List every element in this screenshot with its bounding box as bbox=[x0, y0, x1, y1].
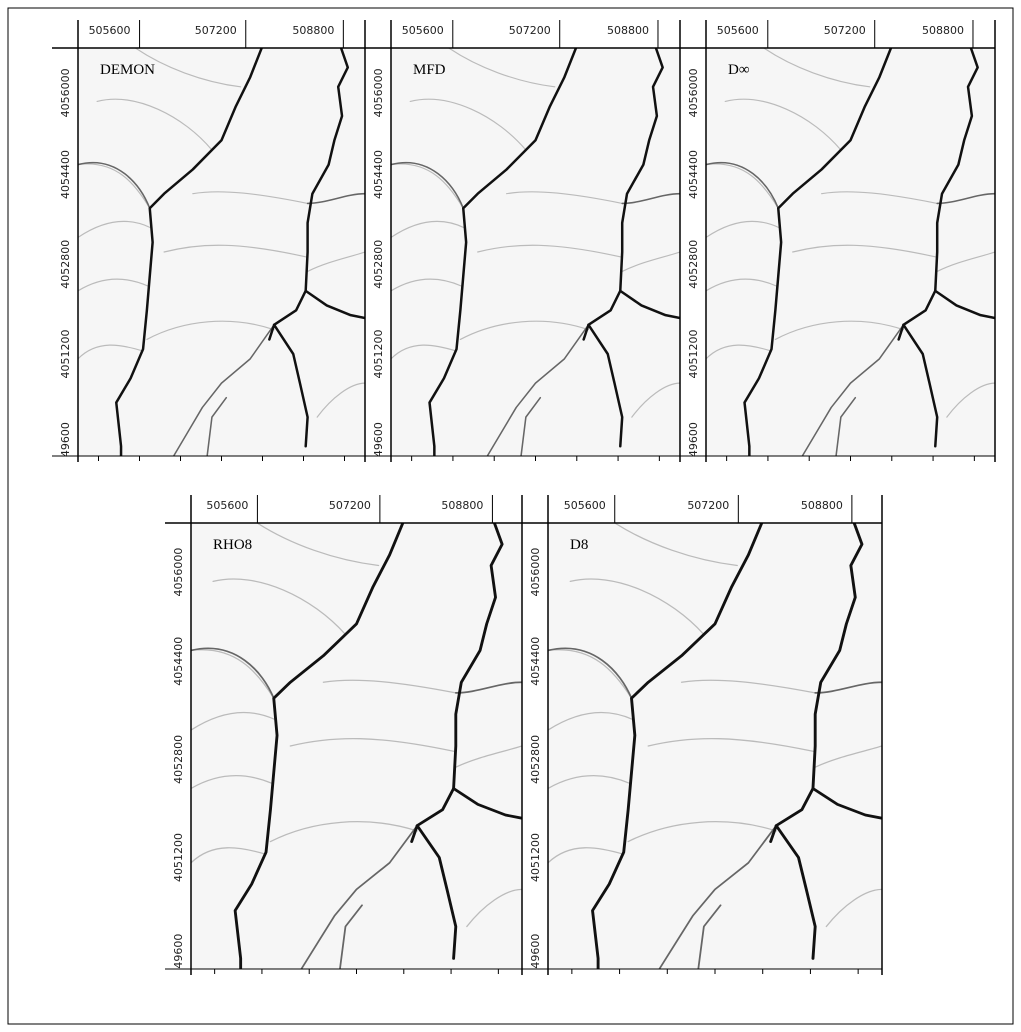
panel-label: RHO8 bbox=[213, 537, 252, 553]
y-tick-label: 4054400 bbox=[529, 637, 542, 686]
y-tick-label: 49600 bbox=[529, 934, 542, 969]
x-tick-label: 505600 bbox=[402, 24, 444, 37]
y-tick-label: 4052800 bbox=[172, 735, 185, 784]
y-tick-label: 49600 bbox=[59, 422, 72, 457]
map-panel: 505600 507200 508800 4056000 4054400 4052800 4… bbox=[52, 20, 365, 462]
x-tick-label: 507200 bbox=[195, 24, 237, 37]
y-tick-label: 4052800 bbox=[372, 240, 385, 289]
panel-label: DEMON bbox=[100, 62, 155, 78]
y-tick-label: 4051200 bbox=[172, 833, 185, 882]
panel-label: D∞ bbox=[728, 62, 750, 78]
x-tick-label: 505600 bbox=[564, 499, 606, 512]
y-tick-label: 4054400 bbox=[372, 150, 385, 199]
y-tick-label: 4056000 bbox=[172, 548, 185, 597]
x-tick-label: 508800 bbox=[292, 24, 334, 37]
y-tick-label: 4052800 bbox=[687, 240, 700, 289]
panel-label: D8 bbox=[570, 537, 588, 553]
figure: 505600 507200 508800 4056000 4054400 4052800 4… bbox=[0, 0, 1021, 1032]
map-panel: 505600 507200 508800 4056000 4054400 4052800 4… bbox=[365, 20, 680, 462]
x-tick-label: 505600 bbox=[206, 499, 248, 512]
y-tick-label: 4054400 bbox=[172, 637, 185, 686]
y-tick-label: 4054400 bbox=[59, 150, 72, 199]
x-tick-label: 507200 bbox=[824, 24, 866, 37]
map-panel: 505600 507200 508800 4056000 4054400 4052800 4… bbox=[165, 495, 522, 975]
y-tick-label: 4056000 bbox=[59, 68, 72, 117]
x-tick-label: 508800 bbox=[801, 499, 843, 512]
y-tick-label: 4051200 bbox=[529, 833, 542, 882]
y-tick-label: 4054400 bbox=[687, 150, 700, 199]
map-panel: 505600 507200 508800 4056000 4054400 4052800 4… bbox=[680, 20, 995, 462]
y-tick-label: 4056000 bbox=[687, 68, 700, 117]
y-tick-label: 4051200 bbox=[372, 330, 385, 379]
x-tick-label: 505600 bbox=[89, 24, 131, 37]
x-tick-label: 505600 bbox=[717, 24, 759, 37]
y-tick-label: 4052800 bbox=[529, 735, 542, 784]
y-tick-label: 49600 bbox=[172, 934, 185, 969]
x-tick-label: 507200 bbox=[329, 499, 371, 512]
y-tick-label: 49600 bbox=[372, 422, 385, 457]
map-panel: 505600 507200 508800 4056000 4054400 4052800 4… bbox=[522, 495, 882, 975]
x-tick-label: 507200 bbox=[509, 24, 551, 37]
page: html, body { margin: 0; padding: 0; widt… bbox=[0, 0, 1021, 1032]
y-tick-label: 4056000 bbox=[372, 68, 385, 117]
y-tick-label: 4051200 bbox=[687, 330, 700, 379]
y-tick-label: 49600 bbox=[687, 422, 700, 457]
body: {"panels": [ {"label": "DEMON", "x_tick_… bbox=[0, 0, 1021, 1032]
x-tick-label: 508800 bbox=[922, 24, 964, 37]
panel-label: MFD bbox=[413, 62, 446, 78]
y-tick-label: 4052800 bbox=[59, 240, 72, 289]
x-tick-label: 508800 bbox=[607, 24, 649, 37]
x-tick-label: 508800 bbox=[441, 499, 483, 512]
y-tick-label: 4051200 bbox=[59, 330, 72, 379]
x-tick-label: 507200 bbox=[687, 499, 729, 512]
y-tick-label: 4056000 bbox=[529, 548, 542, 597]
